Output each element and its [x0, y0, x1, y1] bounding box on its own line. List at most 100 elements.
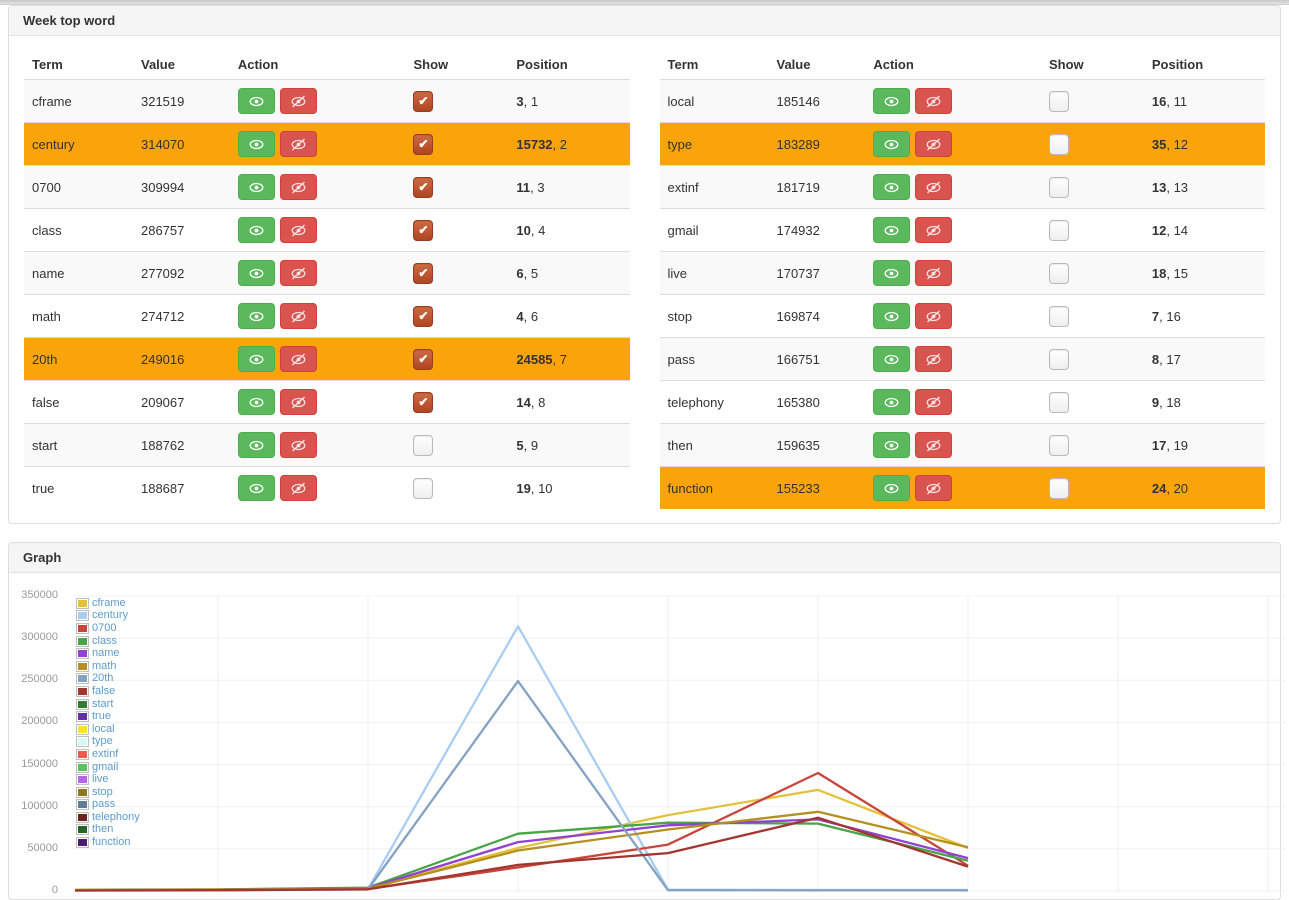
legend-swatch-icon: [76, 736, 89, 748]
show-term-button[interactable]: [873, 303, 911, 329]
eye-icon: [884, 311, 899, 321]
show-checkbox[interactable]: ✔: [413, 176, 434, 198]
show-checkbox[interactable]: ✔: [1048, 348, 1069, 370]
eye-icon: [249, 225, 264, 235]
hide-term-button[interactable]: [279, 475, 317, 501]
show-checkbox[interactable]: ✔: [413, 219, 434, 241]
legend-item: function: [76, 836, 140, 849]
legend-swatch-icon: [76, 673, 89, 685]
show-checkbox[interactable]: ✔: [413, 133, 434, 155]
action-cell: [865, 423, 1041, 467]
show-checkbox[interactable]: ✔: [1048, 305, 1069, 327]
show-term-button[interactable]: [237, 88, 275, 114]
y-tick-label: 50000: [27, 841, 58, 854]
show-term-button[interactable]: [237, 131, 275, 157]
table-row: start 188762 ✔ 5, 9: [24, 423, 630, 467]
show-term-button[interactable]: [237, 346, 275, 372]
action-cell: [229, 380, 406, 424]
show-checkbox[interactable]: ✔: [1048, 176, 1069, 198]
show-checkbox[interactable]: ✔: [1048, 434, 1069, 456]
eye-slash-icon: [291, 482, 306, 494]
hide-term-button[interactable]: [915, 432, 953, 458]
eye-slash-icon: [291, 95, 306, 107]
action-cell: [229, 208, 406, 252]
show-term-button[interactable]: [873, 389, 911, 415]
show-term-button[interactable]: [873, 88, 911, 114]
legend-label: local: [92, 722, 115, 735]
show-checkbox[interactable]: ✔: [1048, 391, 1069, 413]
show-term-button[interactable]: [873, 260, 911, 286]
show-term-button[interactable]: [237, 217, 275, 243]
term-label: false: [24, 380, 133, 424]
show-checkbox[interactable]: ✔: [1048, 262, 1069, 284]
legend-swatch-icon: [76, 635, 89, 647]
show-checkbox[interactable]: ✔: [413, 90, 434, 112]
show-term-button[interactable]: [873, 475, 911, 501]
show-checkbox[interactable]: ✔: [1048, 90, 1069, 112]
show-term-button[interactable]: [237, 389, 275, 415]
window-top-bar: [0, 0, 1289, 5]
term-position: 35, 12: [1143, 122, 1265, 166]
hide-term-button[interactable]: [279, 88, 317, 114]
show-checkbox[interactable]: ✔: [413, 305, 434, 327]
hide-term-button[interactable]: [915, 303, 953, 329]
hide-term-button[interactable]: [279, 217, 317, 243]
show-term-button[interactable]: [873, 432, 911, 458]
term-value: 181719: [768, 165, 866, 209]
legend-swatch-icon: [76, 597, 89, 609]
term-label: function: [659, 466, 769, 509]
hide-term-button[interactable]: [915, 346, 953, 372]
hide-term-button[interactable]: [279, 131, 317, 157]
legend-item: extinf: [76, 748, 140, 761]
eye-slash-icon: [291, 396, 306, 408]
show-checkbox[interactable]: ✔: [413, 391, 434, 413]
show-cell: ✔: [405, 251, 509, 295]
term-position: 14, 8: [508, 380, 630, 424]
show-checkbox[interactable]: ✔: [1048, 133, 1069, 155]
show-checkbox[interactable]: ✔: [413, 477, 434, 499]
hide-term-button[interactable]: [279, 303, 317, 329]
show-checkbox[interactable]: ✔: [1048, 477, 1069, 499]
term-label: local: [659, 79, 769, 123]
show-term-button[interactable]: [237, 475, 275, 501]
graph-panel: Graph 350000 300000 250000 200000 150000 1000…: [8, 542, 1286, 900]
hide-term-button[interactable]: [915, 389, 953, 415]
show-checkbox[interactable]: ✔: [413, 348, 434, 370]
show-checkbox[interactable]: ✔: [413, 434, 434, 456]
show-term-button[interactable]: [873, 346, 911, 372]
eye-slash-icon: [291, 138, 306, 150]
hide-term-button[interactable]: [915, 131, 953, 157]
hide-term-button[interactable]: [279, 346, 317, 372]
hide-term-button[interactable]: [915, 217, 953, 243]
show-term-button[interactable]: [237, 174, 275, 200]
hide-term-button[interactable]: [279, 389, 317, 415]
column-header-position: Position: [1143, 50, 1265, 80]
show-term-button[interactable]: [873, 217, 911, 243]
hide-term-button[interactable]: [279, 432, 317, 458]
table-row: century 314070 ✔ 15732, 2: [24, 122, 630, 166]
show-term-button[interactable]: [237, 260, 275, 286]
show-cell: ✔: [405, 165, 509, 209]
hide-term-button[interactable]: [915, 174, 953, 200]
term-position: 3, 1: [508, 79, 630, 123]
show-term-button[interactable]: [237, 432, 275, 458]
show-term-button[interactable]: [873, 131, 911, 157]
show-checkbox[interactable]: ✔: [1048, 219, 1069, 241]
hide-term-button[interactable]: [915, 260, 953, 286]
legend-swatch-icon: [76, 685, 89, 697]
hide-term-button[interactable]: [915, 88, 953, 114]
show-checkbox[interactable]: ✔: [413, 262, 434, 284]
show-term-button[interactable]: [237, 303, 275, 329]
eye-slash-icon: [926, 353, 941, 365]
hide-term-button[interactable]: [279, 260, 317, 286]
legend-label: type: [92, 735, 113, 748]
table-row: extinf 181719 ✔ 13, 13: [659, 165, 1265, 209]
legend-item: type: [76, 736, 140, 749]
action-cell: [865, 466, 1041, 509]
eye-slash-icon: [291, 267, 306, 279]
legend-item: stop: [76, 786, 140, 799]
show-term-button[interactable]: [873, 174, 911, 200]
hide-term-button[interactable]: [915, 475, 953, 501]
eye-slash-icon: [926, 482, 941, 494]
hide-term-button[interactable]: [279, 174, 317, 200]
